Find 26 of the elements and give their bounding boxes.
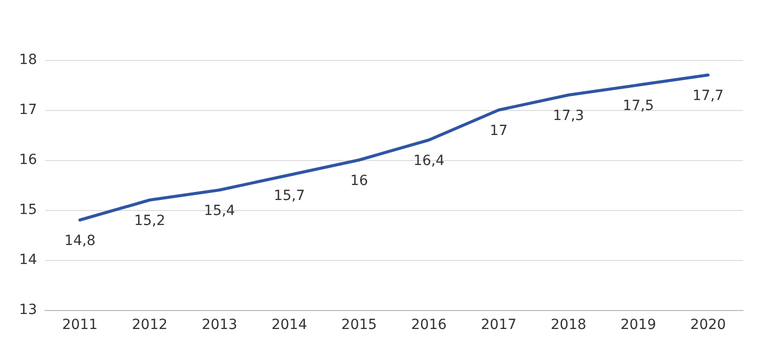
y-tick-label: 17 [19,102,37,118]
data-label: 17,3 [552,108,584,124]
x-tick-label: 2018 [550,317,586,333]
data-label: 15,4 [204,203,236,219]
data-label: 14,8 [64,233,96,249]
data-label: 15,2 [134,213,166,229]
y-tick-label: 13 [19,302,37,318]
x-tick-label: 2014 [271,317,308,333]
x-tick-label: 2015 [341,317,377,333]
x-tick-label: 2011 [62,317,98,333]
data-label: 17,7 [692,88,724,104]
x-tick-label: 2016 [411,317,447,333]
x-tick-label: 2012 [132,317,168,333]
y-tick-label: 14 [19,252,38,268]
x-tick-label: 2019 [620,317,656,333]
x-tick-label: 2017 [480,317,517,333]
data-label: 15,7 [274,188,305,204]
x-tick-label: 2013 [202,317,238,333]
data-label: 16,4 [413,153,445,169]
x-tick-label: 2020 [690,317,726,333]
data-label: 17 [490,123,508,139]
data-label: 16 [350,173,368,189]
y-tick-label: 16 [19,152,38,168]
data-label: 17,5 [622,98,654,114]
y-tick-label: 15 [19,202,37,218]
y-tick-label: 18 [19,52,37,68]
